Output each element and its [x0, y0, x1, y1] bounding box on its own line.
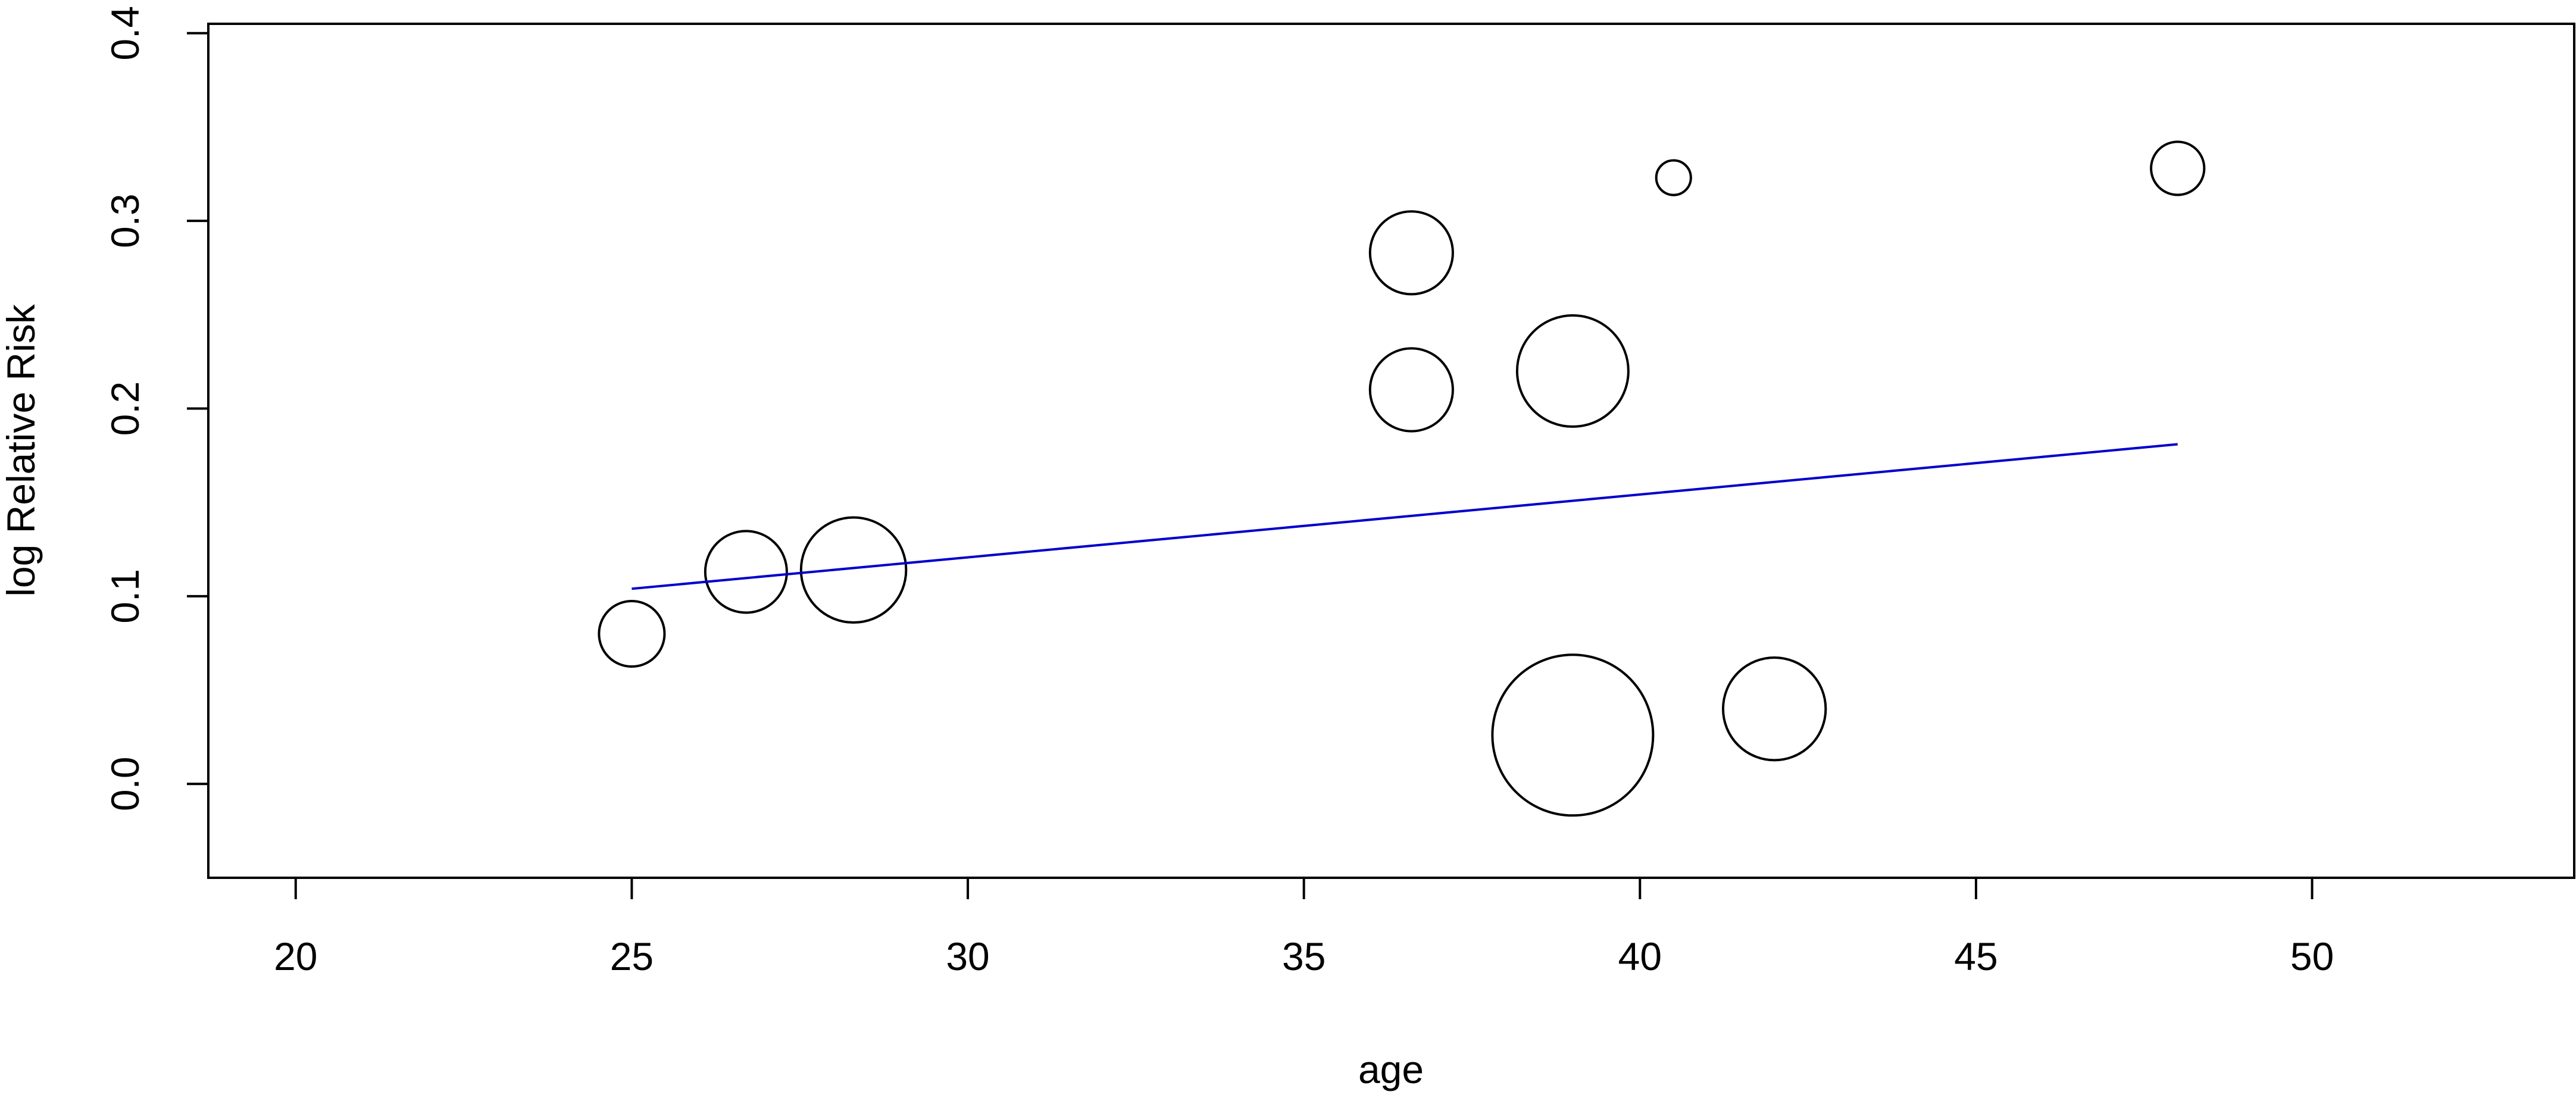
data-point-bubble	[704, 530, 788, 614]
x-tick-label: 50	[2290, 934, 2334, 978]
y-tick-label: 0.3	[103, 193, 147, 248]
data-point-bubble	[1368, 210, 1454, 296]
y-tick-label: 0.4	[103, 6, 147, 61]
data-point-bubble	[1721, 656, 1827, 762]
regression-fit-line	[632, 443, 2178, 590]
x-tick-label: 25	[610, 934, 654, 978]
y-axis: 0.0 0.1 0.2 0.3 0.4	[103, 6, 210, 811]
x-tick-label: 20	[274, 934, 317, 978]
x-tick-label: 40	[1618, 934, 1662, 978]
y-tick-label: 0.1	[103, 569, 147, 624]
data-point-bubble	[799, 516, 908, 624]
x-axis: 20 25 30 35 40 45 50	[274, 877, 2334, 978]
x-tick-label: 35	[1282, 934, 1325, 978]
x-tick-label: 45	[1954, 934, 1997, 978]
data-point-bubble	[1655, 159, 1692, 196]
x-tick-label: 30	[946, 934, 989, 978]
y-axis-title: log Relative Risk	[0, 304, 43, 597]
data-point-bubble	[1368, 347, 1454, 433]
data-point-bubble	[1491, 653, 1655, 817]
plot-frame	[207, 23, 2575, 879]
data-point-bubble	[2150, 140, 2206, 196]
x-axis-title: age	[1358, 1047, 1424, 1091]
data-point-bubble	[1515, 314, 1630, 428]
plot-marks	[598, 140, 2206, 817]
data-point-bubble	[598, 599, 666, 668]
y-tick-label: 0.0	[103, 756, 147, 811]
y-tick-label: 0.2	[103, 381, 147, 436]
